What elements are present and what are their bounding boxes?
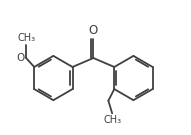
Text: CH₃: CH₃: [103, 115, 121, 125]
Text: O: O: [89, 24, 98, 37]
Text: CH₃: CH₃: [18, 33, 36, 43]
Text: O: O: [16, 53, 24, 63]
